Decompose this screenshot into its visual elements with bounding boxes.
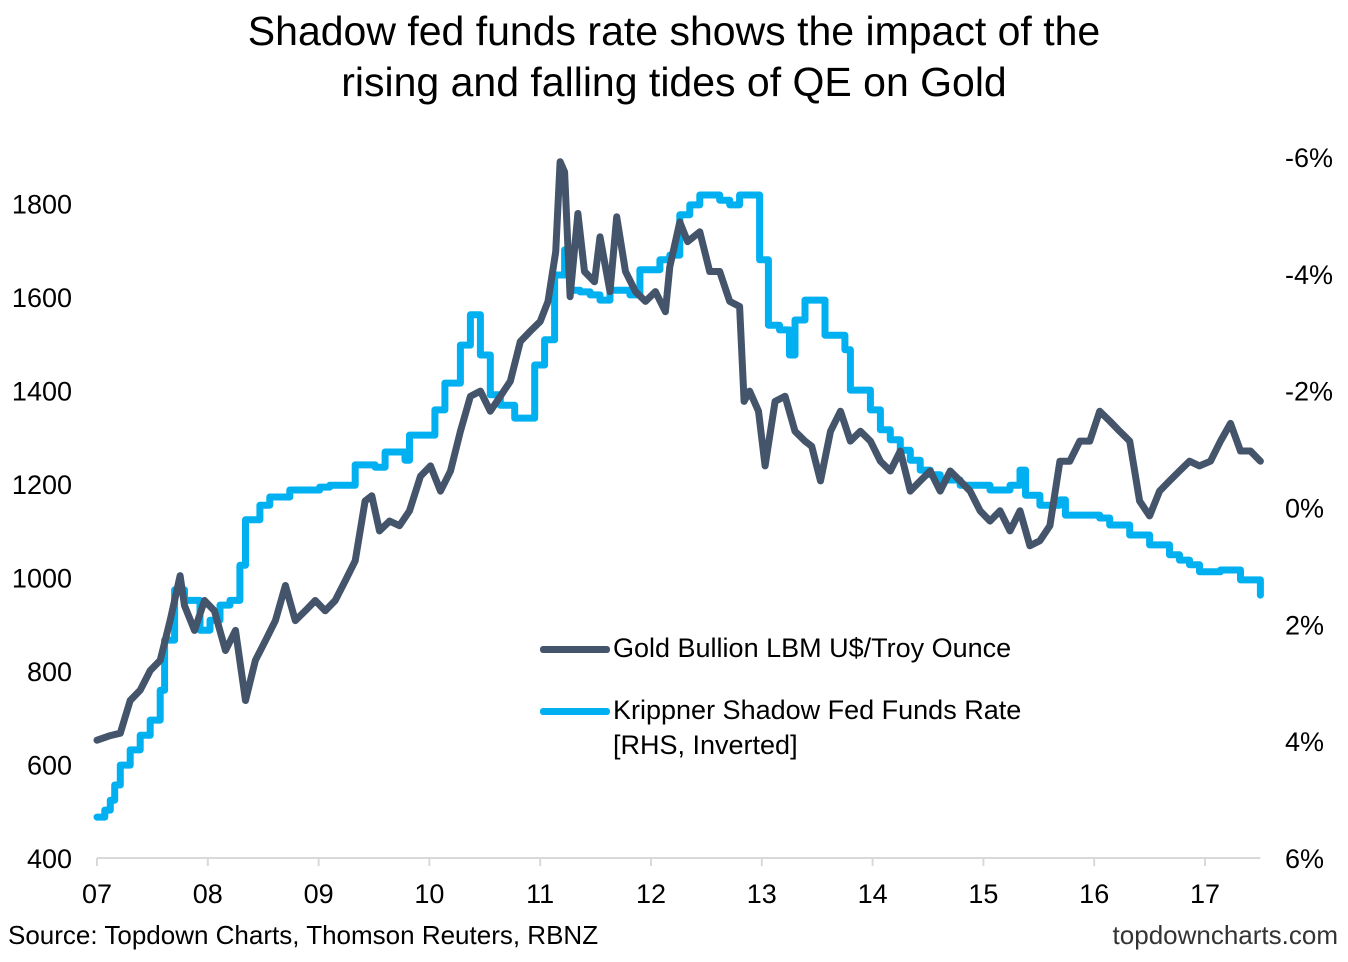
x-tick-label: 08	[193, 879, 223, 909]
x-tick-label: 12	[636, 879, 666, 909]
x-tick-label: 11	[526, 879, 554, 909]
right-y-tick-label: -4%	[1285, 260, 1333, 290]
left-y-tick-label: 400	[27, 844, 72, 874]
x-tick-label: 14	[858, 879, 888, 909]
x-tick-label: 07	[82, 879, 112, 909]
title-line-1: Shadow fed funds rate shows the impact o…	[247, 8, 1101, 54]
right-y-tick-label: 6%	[1285, 844, 1324, 874]
x-tick-label: 09	[304, 879, 334, 909]
left-y-tick-label: 600	[27, 751, 72, 781]
left-y-tick-label: 1600	[12, 283, 72, 313]
legend-label-line-1: Krippner Shadow Fed Funds Rate	[613, 695, 1022, 725]
right-y-tick-label: 4%	[1285, 727, 1324, 757]
left-y-tick-label: 800	[27, 657, 72, 687]
source-note: Source: Topdown Charts, Thomson Reuters,…	[8, 920, 599, 950]
legend-swatch-gold	[540, 646, 610, 653]
x-tick-label: 15	[968, 879, 998, 909]
right-y-tick-label: -2%	[1285, 377, 1333, 407]
left-y-tick-label: 1800	[12, 190, 72, 220]
legend-swatch-shadow-rate	[540, 708, 610, 715]
legend-label-shadow-rate: Krippner Shadow Fed Funds Rate [RHS, Inv…	[613, 693, 1021, 763]
gold-price-line	[93, 158, 1264, 744]
left-y-tick-label: 1200	[12, 470, 72, 500]
title-line-2: rising and falling tides of QE on Gold	[341, 59, 1007, 105]
right-y-tick-label: 2%	[1285, 610, 1324, 640]
x-tick-label: 10	[414, 879, 444, 909]
left-y-tick-label: 1000	[12, 564, 72, 594]
x-tick-label: 17	[1190, 879, 1220, 909]
right-y-tick-label: -6%	[1285, 143, 1333, 173]
x-tick-label: 13	[747, 879, 777, 909]
chart-title: Shadow fed funds rate shows the impact o…	[0, 6, 1348, 108]
brand-watermark: topdowncharts.com	[1112, 920, 1338, 950]
right-y-tick-label: 0%	[1285, 494, 1324, 524]
legend-label-line-2: [RHS, Inverted]	[613, 730, 798, 760]
x-tick-label: 16	[1079, 879, 1109, 909]
legend-label-gold: Gold Bullion LBM U$/Troy Ounce	[613, 633, 1012, 663]
left-y-tick-label: 1400	[12, 377, 72, 407]
